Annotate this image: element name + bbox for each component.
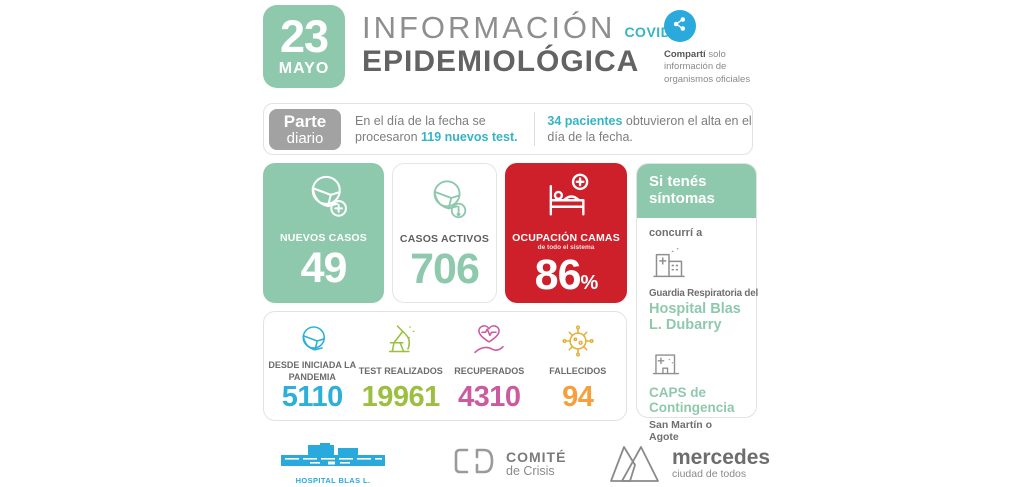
share-icon	[671, 15, 689, 38]
deceased-label: FALLECIDOS	[549, 365, 607, 376]
comite-line2: de Crisis	[506, 464, 555, 479]
tests-processed-highlight: 119 nuevos test.	[421, 130, 518, 144]
symptoms-panel: Si tenés síntomas concurrí a Guardia Res…	[636, 163, 758, 443]
patients-discharged-text: 34 pacientes obtuvieron el alta en el dí…	[547, 113, 752, 146]
heart-hand-icon	[445, 321, 534, 361]
mercedes-logo: mercedes ciudad de todos	[608, 441, 770, 487]
active-cases-card: CASOS ACTIVOS 706	[392, 163, 497, 303]
bed-occupancy-label: OCUPACIÓN CAMAS	[512, 232, 620, 244]
pandemic-total-item: DESDE INICIADA LA PANDEMIA 5110	[268, 321, 357, 412]
badge-parte: Parte	[283, 111, 327, 131]
comite-text: COMITÉ de Crisis	[506, 448, 567, 479]
date-month: MAYO	[278, 60, 330, 77]
bed-occupancy-number: 86	[534, 251, 582, 299]
symptoms-header: Si tenés síntomas	[637, 164, 756, 218]
title-epidemiologica: EPIDEMIOLÓGICA	[362, 45, 640, 79]
date-badge: 23 MAYO	[263, 5, 345, 88]
deceased-value: 94	[562, 380, 594, 413]
daily-report-badge: Parte diario	[269, 108, 341, 150]
hospital-name: Hospital Blas L. Dubarry	[649, 300, 741, 333]
patients-discharged-highlight: 34 pacientes	[547, 113, 626, 128]
mercedes-text: mercedes ciudad de todos	[672, 447, 770, 482]
badge-diario: diario	[286, 130, 324, 148]
active-cases-value: 706	[410, 245, 480, 293]
share-caption: Compartí solo información de organismos …	[664, 49, 764, 86]
recovered-item: RECUPERADOS 4310	[445, 321, 534, 412]
comite-brackets-icon	[452, 447, 496, 482]
hospital-building-silhouette-icon	[280, 443, 386, 473]
microscope-icon	[357, 321, 446, 361]
pandemic-total-label: DESDE INICIADA LA PANDEMIA	[268, 360, 357, 382]
comite-logo: COMITÉ de Crisis	[452, 447, 566, 482]
tests-total-value: 19961	[361, 380, 441, 413]
share-caption-bold: Compartí	[664, 49, 706, 60]
new-cases-card: NUEVOS CASOS 49	[263, 163, 384, 303]
mercedes-sub: ciudad de todos	[672, 468, 747, 481]
daily-report-bar: Parte diario En el día de la fecha se pr…	[263, 103, 753, 155]
mercedes-m-icon	[608, 441, 662, 487]
share-caption-rest: solo información de organismos oficiales	[664, 49, 751, 85]
symptoms-intro: concurrí a	[649, 226, 703, 239]
share-button[interactable]	[664, 10, 696, 42]
bed-occupancy-unit: %	[580, 272, 599, 294]
share-block: Compartí solo información de organismos …	[664, 10, 764, 86]
caps-name: CAPS de Contingencia	[649, 384, 735, 416]
mercedes-name: mercedes	[672, 446, 771, 470]
tests-total-item: TEST REALIZADOS 19961	[357, 321, 446, 412]
guardia-pre-label: Guardia Respiratoria del	[649, 287, 758, 299]
new-cases-value: 49	[300, 244, 348, 292]
virus-icon	[534, 321, 623, 361]
deceased-item: FALLECIDOS 94	[534, 321, 623, 412]
tests-total-label: TEST REALIZADOS	[358, 365, 443, 376]
caps-building-icon	[649, 347, 744, 382]
tests-processed-text: En el día de la fecha se procesaron 119 …	[355, 113, 528, 146]
patients-discharged-post: obtuvieron el alta en el día de la fecha…	[547, 113, 752, 144]
recovered-value: 4310	[457, 380, 521, 413]
bed-occupancy-card: OCUPACIÓN CAMAS de todo el sistema 86%	[505, 163, 627, 303]
comite-line1: COMITÉ	[506, 448, 567, 465]
report-divider	[534, 112, 536, 146]
hospital-logo-label: HOSPITAL BLAS L. DUBARRY	[295, 476, 371, 487]
bed-occupancy-sublabel: de todo el sistema	[537, 244, 595, 251]
caps-location: San Martín o Agote	[649, 419, 713, 443]
hospital-bed-icon	[540, 170, 592, 229]
hospital-logo: HOSPITAL BLAS L. DUBARRY	[277, 442, 389, 487]
pandemic-total-value: 5110	[281, 380, 343, 413]
active-cases-label: CASOS ACTIVOS	[399, 233, 490, 245]
masked-face-plus-icon	[297, 168, 351, 229]
masked-face-icon	[268, 321, 357, 361]
date-day: 23	[279, 11, 329, 62]
hospital-building-icon	[649, 246, 744, 285]
title-information: INFORMACIÓN	[362, 10, 616, 45]
new-cases-label: NUEVOS CASOS	[280, 232, 367, 244]
totals-card: DESDE INICIADA LA PANDEMIA 5110 TEST REA…	[263, 311, 627, 421]
masked-face-alert-icon	[420, 173, 470, 230]
recovered-label: RECUPERADOS	[454, 365, 525, 376]
bed-occupancy-value: 86%	[505, 254, 627, 297]
tests-processed-pre: En el día de la fecha se procesaron	[355, 113, 486, 144]
page-title: INFORMACIÓN COVID-19 EPIDEMIOLÓGICA	[362, 10, 693, 80]
